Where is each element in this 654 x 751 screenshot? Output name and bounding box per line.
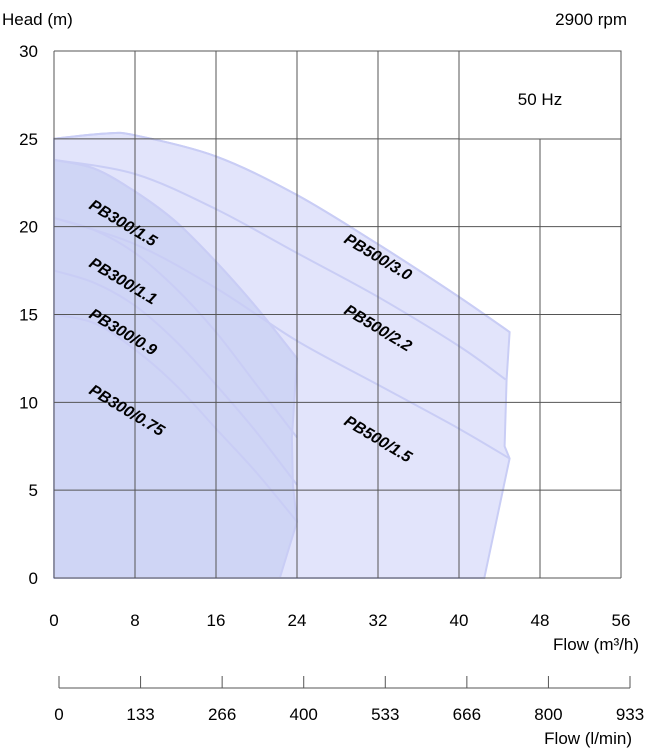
secondary-tick-label: 933 — [616, 705, 644, 724]
secondary-tick-label: 533 — [371, 705, 399, 724]
y-tick-label: 5 — [29, 481, 38, 500]
x-tick-label: 32 — [369, 611, 388, 630]
x-tick-label: 16 — [207, 611, 226, 630]
secondary-tick-label: 0 — [54, 705, 63, 724]
x-axis-ticks: 0 8 16 24 32 40 48 56 — [49, 611, 630, 630]
y-tick-label: 10 — [19, 393, 38, 412]
y-axis-ticks: 0 5 10 15 20 25 30 — [19, 42, 38, 588]
y-axis-title: Head (m) — [2, 10, 73, 29]
speed-label: 2900 rpm — [555, 10, 627, 29]
curve-pb500-3-0 — [53, 131, 511, 333]
x-axis-title-m3h: Flow (m³/h) — [553, 635, 639, 654]
curve-pb300-0-9 — [53, 269, 298, 486]
x-tick-label: 24 — [288, 611, 307, 630]
x-tick-label: 40 — [450, 611, 469, 630]
y-tick-label: 25 — [19, 130, 38, 149]
secondary-tick-label: 266 — [208, 705, 236, 724]
x-tick-label: 48 — [531, 611, 550, 630]
frequency-box — [458, 50, 622, 140]
curve-pb300-0-75 — [53, 313, 298, 523]
x-tick-label: 56 — [612, 611, 631, 630]
secondary-tick-label: 400 — [290, 705, 318, 724]
curve-pb300-1-5 — [53, 158, 298, 360]
chart-grid — [53, 50, 622, 579]
x-axis-title-lmin: Flow (l/min) — [544, 729, 632, 748]
secondary-tick-label: 666 — [453, 705, 481, 724]
secondary-tick-label: 800 — [534, 705, 562, 724]
x-tick-label: 0 — [49, 611, 58, 630]
secondary-flow-axis: 0 133 266 400 533 666 800 933 — [54, 676, 644, 724]
frequency-label: 50 Hz — [518, 90, 562, 109]
secondary-tick-label: 133 — [126, 705, 154, 724]
x-tick-label: 8 — [130, 611, 139, 630]
y-tick-label: 20 — [19, 218, 38, 237]
y-tick-label: 30 — [19, 42, 38, 61]
operating-ranges — [53, 131, 511, 579]
y-tick-label: 15 — [19, 306, 38, 325]
y-tick-label: 0 — [29, 569, 38, 588]
